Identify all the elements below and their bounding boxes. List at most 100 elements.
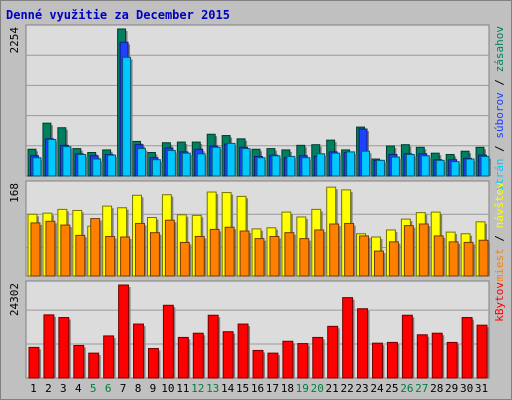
bar-miest-25 [388, 241, 399, 277]
bar-kBytov-14 [222, 331, 234, 379]
bar-miest-31 [478, 239, 489, 277]
bar-kBytov-20 [312, 336, 324, 379]
bar-kBytov-30 [461, 317, 473, 379]
bar-strán-16 [256, 157, 266, 177]
x-tick-3: 3 [60, 382, 67, 395]
legend- /: / [493, 139, 506, 159]
x-tick-1: 1 [30, 382, 37, 395]
bar-strán-13 [211, 146, 221, 177]
bar-strán-24 [376, 159, 385, 177]
bar-kBytov-1 [28, 346, 40, 379]
bar-kBytov-6 [103, 335, 115, 379]
x-tick-27: 27 [415, 382, 428, 395]
bar-miest-11 [179, 241, 190, 277]
bar-kBytov-22 [342, 297, 354, 379]
x-tick-6: 6 [105, 382, 112, 395]
bar-strán-14 [226, 142, 236, 177]
bar-miest-21 [329, 223, 340, 277]
bar-kBytov-9 [147, 348, 159, 379]
bar-miest-14 [224, 226, 235, 277]
bar-miest-17 [269, 235, 280, 277]
bar-strán-9 [151, 159, 161, 177]
bar-miest-6 [105, 235, 116, 277]
legend-kBytov: kBytov [493, 282, 506, 322]
x-tick-28: 28 [430, 382, 443, 395]
chart-title: Denné využitie za December 2015 [6, 8, 230, 22]
x-tick-17: 17 [266, 382, 279, 395]
x-tick-23: 23 [355, 382, 368, 395]
x-tick-2: 2 [45, 382, 52, 395]
bar-kBytov-21 [327, 325, 339, 379]
bar-miest-29 [448, 241, 459, 277]
bar-kBytov-12 [192, 332, 204, 379]
bar-kBytov-11 [177, 336, 189, 379]
bar-strán-30 [465, 158, 475, 177]
bar-kBytov-13 [207, 314, 219, 379]
bar-strán-4 [77, 153, 87, 177]
bar-strán-20 [316, 153, 326, 177]
bar-strán-11 [181, 152, 191, 177]
x-tick-9: 9 [150, 382, 157, 395]
x-tick-12: 12 [191, 382, 204, 395]
bar-strán-1 [32, 157, 42, 177]
x-tick-16: 16 [251, 382, 264, 395]
bar-miest-3 [60, 224, 71, 277]
x-tick-18: 18 [281, 382, 294, 395]
bar-kBytov-23 [357, 308, 369, 379]
bar-miest-27 [418, 223, 429, 277]
bar-miest-8 [135, 222, 145, 277]
bar-strán-10 [166, 150, 176, 177]
bar-strán-12 [196, 153, 206, 177]
legend- /: / [493, 228, 506, 248]
x-tick-24: 24 [370, 382, 384, 395]
bar-miest-19 [299, 238, 310, 277]
bar-kBytov-27 [416, 334, 428, 379]
bar-strán-6 [107, 154, 117, 177]
x-tick-20: 20 [311, 382, 324, 395]
bar-kBytov-5 [88, 352, 100, 379]
bar-kBytov-16 [252, 349, 264, 379]
bar-miest-4 [75, 234, 86, 277]
side-legend-3: kBytov [493, 282, 506, 322]
x-tick-11: 11 [176, 382, 189, 395]
bar-miest-20 [314, 229, 325, 277]
bar-strán-26 [405, 153, 415, 177]
bar-kBytov-17 [267, 352, 279, 379]
bar-strán-8 [137, 148, 146, 177]
bar-strán-3 [62, 146, 72, 177]
x-tick-8: 8 [135, 382, 142, 395]
x-tick-14: 14 [221, 382, 235, 395]
legend-strán: strán [493, 158, 506, 191]
bar-strán-18 [286, 155, 296, 177]
bar-miest-10 [164, 219, 175, 277]
bar-kBytov-28 [431, 332, 443, 379]
bar-kBytov-8 [133, 323, 144, 379]
legend- /: / [493, 72, 506, 92]
x-tick-19: 19 [296, 382, 309, 395]
bar-kBytov-3 [58, 317, 70, 379]
x-tick-7: 7 [120, 382, 127, 395]
x-tick-30: 30 [460, 382, 473, 395]
legend-súborov: súborov [493, 92, 506, 139]
y-max-label-2: 168 [8, 183, 21, 203]
x-tick-10: 10 [161, 382, 174, 395]
x-tick-21: 21 [326, 382, 339, 395]
bar-miest-9 [149, 232, 160, 277]
legend-miest: miest [493, 248, 506, 281]
bar-kBytov-10 [162, 304, 174, 379]
bar-miest-23 [359, 235, 370, 277]
bar-strán-2 [47, 138, 57, 177]
bar-miest-26 [403, 225, 414, 277]
bar-miest-30 [463, 241, 474, 277]
bar-miest-28 [433, 235, 444, 277]
bar-strán-19 [301, 157, 311, 177]
bar-strán-21 [331, 152, 341, 177]
bar-miest-5 [90, 218, 101, 277]
bar-miest-7 [120, 236, 131, 277]
x-tick-29: 29 [445, 382, 458, 395]
bar-strán-15 [241, 148, 251, 177]
x-tick-5: 5 [90, 382, 97, 395]
bar-miest-15 [239, 230, 250, 277]
bar-kBytov-26 [401, 314, 413, 379]
